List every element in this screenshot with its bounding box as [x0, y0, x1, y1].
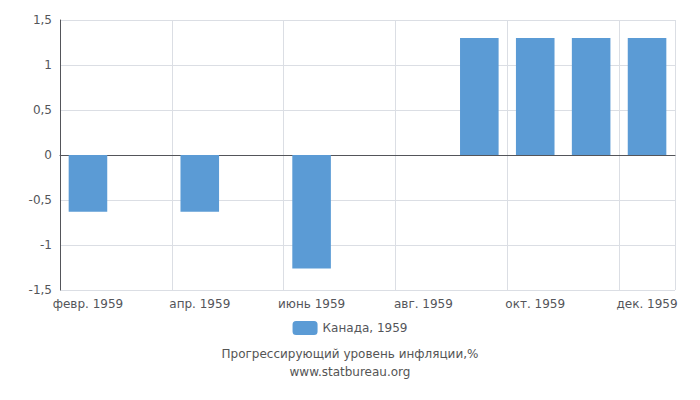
- svg-text:дек. 1959: дек. 1959: [616, 297, 677, 311]
- svg-text:апр. 1959: апр. 1959: [169, 297, 230, 311]
- svg-text:0,5: 0,5: [33, 103, 52, 117]
- svg-text:Прогрессирующий уровень инфляц: Прогрессирующий уровень инфляции,%: [222, 347, 479, 361]
- svg-text:1,5: 1,5: [33, 13, 52, 27]
- svg-text:-1: -1: [40, 238, 52, 252]
- svg-text:www.statbureau.org: www.statbureau.org: [290, 365, 411, 379]
- svg-text:Канада, 1959: Канада, 1959: [323, 321, 408, 335]
- svg-text:февр. 1959: февр. 1959: [53, 297, 124, 311]
- svg-text:окт. 1959: окт. 1959: [505, 297, 565, 311]
- svg-text:-1,5: -1,5: [29, 283, 52, 297]
- svg-text:-0,5: -0,5: [29, 193, 52, 207]
- svg-text:авг. 1959: авг. 1959: [394, 297, 453, 311]
- svg-text:1: 1: [44, 58, 52, 72]
- svg-text:0: 0: [44, 148, 52, 162]
- svg-text:июнь 1959: июнь 1959: [278, 297, 345, 311]
